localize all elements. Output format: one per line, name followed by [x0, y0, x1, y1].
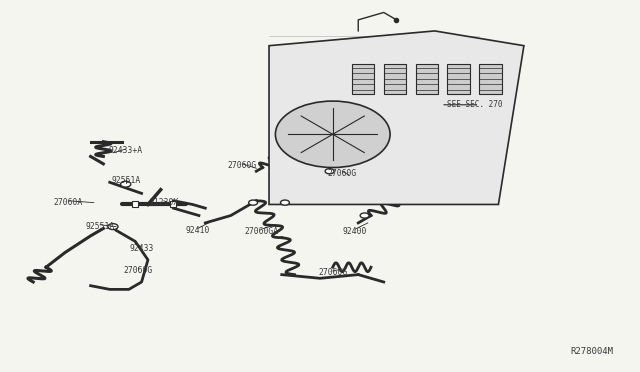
Bar: [352, 64, 374, 94]
Text: 92551A: 92551A: [111, 176, 140, 185]
Circle shape: [248, 200, 257, 205]
Bar: [384, 64, 406, 94]
Bar: [447, 64, 470, 94]
Circle shape: [275, 101, 390, 167]
Text: 92410: 92410: [186, 226, 210, 235]
Circle shape: [280, 200, 289, 205]
Text: 27060G: 27060G: [228, 161, 257, 170]
Text: 92433: 92433: [129, 244, 154, 253]
Circle shape: [108, 224, 118, 230]
Text: R278004M: R278004M: [570, 347, 613, 356]
Text: 27060G: 27060G: [328, 169, 357, 177]
Circle shape: [325, 169, 334, 174]
Text: 92433+A: 92433+A: [109, 147, 143, 155]
Text: 27060A: 27060A: [54, 198, 83, 207]
Polygon shape: [269, 31, 524, 205]
Text: SEE SEC. 270: SEE SEC. 270: [447, 100, 503, 109]
Text: 27060G: 27060G: [318, 268, 348, 277]
Text: 27060G: 27060G: [124, 266, 153, 275]
Bar: [479, 64, 502, 94]
Text: 21230X: 21230X: [149, 198, 179, 207]
Circle shape: [360, 213, 369, 218]
Bar: [415, 64, 438, 94]
Text: 92551A: 92551A: [86, 222, 115, 231]
Text: 92400: 92400: [343, 227, 367, 235]
Text: 27060GA: 27060GA: [244, 227, 278, 235]
Circle shape: [120, 181, 131, 187]
